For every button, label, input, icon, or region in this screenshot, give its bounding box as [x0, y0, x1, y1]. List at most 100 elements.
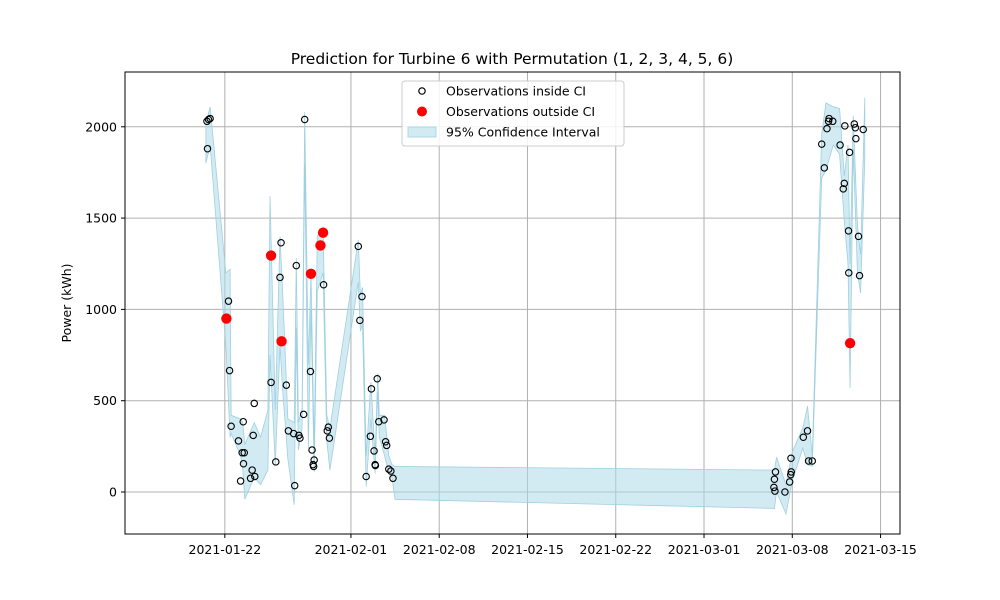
inside-ci-point: [787, 468, 795, 476]
x-axis-ticks: 2021-01-22 2021-02-01 2021-02-08 2021-02-15…: [189, 534, 917, 557]
inside-ci-point: [770, 483, 778, 492]
inside-ci-point: [817, 140, 826, 148]
inside-ci-point: [362, 472, 370, 481]
inside-ci-point: [308, 446, 316, 454]
x-tick-label: 2021-03-01: [668, 542, 741, 557]
inside-ci-point: [296, 434, 304, 442]
inside-ci-point: [249, 431, 257, 440]
inside-ci-point: [385, 465, 393, 473]
inside-ci-point: [239, 417, 247, 426]
y-tick-label: 1500: [85, 211, 117, 226]
inside-ci-point: [839, 185, 848, 193]
inside-ci-point: [787, 454, 795, 462]
inside-ci-point: [248, 466, 256, 474]
y-axis-label: Power (kWh): [59, 263, 74, 342]
legend: Observations inside CI Observations outs…: [401, 80, 625, 147]
inside-ci-point: [246, 474, 255, 483]
legend-inside-label: Observations inside CI: [446, 84, 586, 99]
inside-ci-point: [324, 423, 333, 431]
inside-ci-point: [854, 232, 863, 241]
inside-ci-point: [380, 416, 388, 424]
outside-ci-point: [276, 336, 287, 347]
x-tick-label: 2021-02-22: [579, 542, 652, 557]
confidence-interval-band: [205, 97, 866, 516]
inside-ci-point: [808, 457, 817, 465]
x-tick-label: 2021-03-15: [844, 542, 917, 557]
inside-ci-point: [203, 144, 212, 153]
inside-ci-point: [325, 434, 334, 442]
inside-ci-point: [836, 141, 844, 149]
outside-points-layer: [221, 227, 856, 349]
inside-ci-point: [852, 134, 860, 143]
x-tick-label: 2021-03-08: [756, 542, 829, 557]
inside-ci-point: [300, 115, 309, 124]
inside-ci-point: [251, 472, 259, 481]
inside-ci-point: [234, 437, 243, 445]
x-tick-label: 2021-02-08: [403, 542, 476, 557]
legend-outside-label: Observations outside CI: [446, 104, 595, 119]
inside-ci-point: [804, 457, 813, 465]
plot-frame: [124, 71, 901, 535]
y-axis-ticks: 0 500 1000 1500 2000: [85, 119, 125, 500]
outside-ci-point: [315, 240, 326, 251]
confidence-band-layer: [205, 97, 866, 516]
inside-ci-point: [356, 316, 364, 325]
inside-ci-point: [786, 470, 795, 479]
x-tick-label: 2021-01-22: [189, 542, 262, 557]
inside-ci-point: [859, 125, 867, 134]
inside-ci-point: [781, 488, 789, 496]
inside-ci-point: [841, 122, 849, 130]
inside-ci-point: [389, 474, 397, 483]
inside-ci-point: [272, 458, 280, 466]
y-tick-label: 1000: [85, 302, 117, 317]
outside-ci-point: [317, 227, 329, 238]
y-tick-label: 500: [93, 393, 117, 408]
inside-ci-point: [799, 433, 808, 441]
inside-ci-point: [299, 410, 308, 419]
inside-ci-point: [292, 261, 301, 270]
inside-ci-point: [323, 427, 332, 435]
legend-band-swatch: [407, 126, 437, 138]
inside-ci-point: [282, 381, 291, 389]
inside-ci-point: [310, 456, 318, 464]
inside-ci-point: [290, 481, 299, 490]
inside-ci-point: [306, 367, 315, 376]
x-tick-label: 2021-02-15: [491, 542, 564, 557]
outside-ci-point: [305, 268, 317, 279]
inside-ci-point: [227, 422, 235, 431]
inside-ci-point: [387, 467, 395, 475]
inside-ci-point: [289, 429, 298, 438]
inside-ci-point: [850, 120, 859, 128]
inside-ci-point: [373, 375, 381, 383]
inside-ci-point: [845, 148, 854, 157]
inside-ci-point: [375, 417, 383, 426]
outside-ci-point: [265, 250, 277, 261]
inside-ci-point: [206, 114, 214, 123]
inside-ci-point: [204, 115, 213, 124]
legend-inside-marker: [418, 87, 426, 95]
inside-ci-point: [371, 461, 380, 470]
x-tick-label: 2021-02-01: [315, 542, 388, 557]
y-tick-label: 2000: [85, 119, 117, 134]
inside-ci-point: [354, 242, 363, 251]
inside-ci-point: [770, 475, 779, 483]
inside-ci-point: [823, 124, 831, 133]
inside-ci-point: [224, 297, 233, 305]
inside-ci-point: [319, 280, 328, 289]
inside-ci-point: [382, 441, 391, 450]
inside-ci-point: [250, 399, 259, 408]
inside-ci-point: [771, 468, 780, 476]
inside-ci-point: [277, 238, 285, 247]
inside-ci-point: [358, 292, 366, 301]
inside-ci-point: [366, 432, 375, 441]
inside-ci-point: [828, 117, 837, 126]
legend-box: [401, 80, 625, 147]
inside-ci-point: [276, 273, 284, 282]
inside-ci-point: [370, 447, 378, 455]
inside-ci-point: [367, 385, 376, 393]
inside-ci-point: [239, 459, 248, 468]
inside-ci-point: [267, 378, 275, 387]
inside-ci-point: [785, 478, 794, 486]
inside-ci-point: [236, 477, 245, 485]
